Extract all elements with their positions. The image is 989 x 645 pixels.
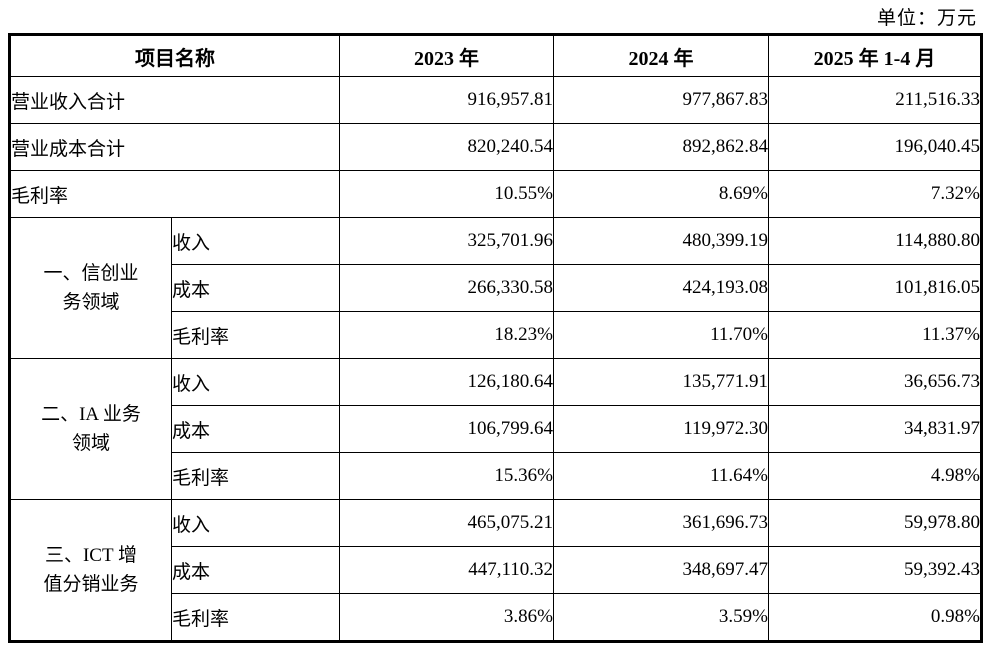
col-header-2023: 2023 年 [339,34,554,77]
table-row-group3-margin: 毛利率 3.86% 3.59% 0.98% [10,593,982,642]
cell-2024: 119,972.30 [553,405,769,453]
table-row-group3-revenue: 三、ICT 增 值分销业务 收入 465,075.21 361,696.73 5… [9,499,982,642]
cell-2024: 8.69% [553,170,769,218]
row-label: 毛利率 [171,593,340,642]
group-label-xinchuang: 一、信创业 务领域 [9,217,172,359]
table-row-group1-revenue: 一、信创业 务领域 收入 325,701.96 480,399.19 114,8… [9,217,982,359]
cell-2024: 348,697.47 [553,546,769,594]
cell-2023: 266,330.58 [339,264,554,312]
cell-2025: 4.98% [768,452,982,500]
cell-2023: 106,799.64 [339,405,554,453]
cell-2023: 325,701.96 [339,217,554,265]
row-label: 成本 [171,264,340,312]
cell-2024: 424,193.08 [553,264,769,312]
cell-2024: 480,399.19 [553,217,769,265]
table-row-total-cost: 营业成本合计 820,240.54 892,862.84 196,040.45 [9,123,982,171]
cell-2025: 0.98% [768,593,982,642]
cell-2025: 101,816.05 [768,264,982,312]
cell-2024: 11.70% [553,311,769,359]
table-row-group1-cost: 成本 266,330.58 424,193.08 101,816.05 [10,264,982,312]
cell-2025: 59,978.80 [768,499,982,547]
cell-2024: 892,862.84 [553,123,769,171]
cell-2025: 196,040.45 [768,123,982,171]
cell-2025: 11.37% [768,311,982,359]
table-row-group2-cost: 成本 106,799.64 119,972.30 34,831.97 [10,405,982,453]
group-label-ia: 二、IA 业务 领域 [9,358,172,500]
cell-2023: 916,957.81 [339,76,554,124]
table-row-group1-margin: 毛利率 18.23% 11.70% 11.37% [10,311,982,359]
row-label: 毛利率 [171,311,340,359]
cell-2023: 18.23% [339,311,554,359]
row-label: 营业成本合计 [9,123,340,171]
row-label: 毛利率 [9,170,340,218]
row-label: 收入 [171,358,340,406]
cell-2025: 59,392.43 [768,546,982,594]
table-row-group2-margin: 毛利率 15.36% 11.64% 4.98% [10,452,982,500]
cell-2023: 15.36% [339,452,554,500]
col-header-2025: 2025 年 1-4 月 [768,34,982,77]
cell-2025: 114,880.80 [768,217,982,265]
cell-2024: 135,771.91 [553,358,769,406]
col-header-item: 项目名称 [9,34,340,77]
cell-2025: 7.32% [768,170,982,218]
cell-2023: 447,110.32 [339,546,554,594]
col-header-2024: 2024 年 [553,34,769,77]
group-label-ict: 三、ICT 增 值分销业务 [9,499,172,642]
cell-2023: 126,180.64 [339,358,554,406]
row-label: 毛利率 [171,452,340,500]
row-label: 收入 [171,499,340,547]
cell-2024: 3.59% [553,593,769,642]
cell-2025: 36,656.73 [768,358,982,406]
cell-2023: 10.55% [339,170,554,218]
row-label: 收入 [171,217,340,265]
table-row-total-revenue: 营业收入合计 916,957.81 977,867.83 211,516.33 [9,76,982,124]
cell-2025: 211,516.33 [768,76,982,124]
table-row-gross-margin: 毛利率 10.55% 8.69% 7.32% [9,170,982,218]
row-label: 成本 [171,405,340,453]
header-row: 项目名称 2023 年 2024 年 2025 年 1-4 月 [9,34,982,77]
table-row-group3-cost: 成本 447,110.32 348,697.47 59,392.43 [10,546,982,594]
cell-2023: 465,075.21 [339,499,554,547]
row-label: 营业收入合计 [9,76,340,124]
unit-label: 单位：万元 [876,8,977,29]
financial-breakdown-table: 项目名称 2023 年 2024 年 2025 年 1-4 月 营业收入合计 9… [8,33,983,643]
cell-2024: 11.64% [553,452,769,500]
row-label: 成本 [171,546,340,594]
table-row-group2-revenue: 二、IA 业务 领域 收入 126,180.64 135,771.91 36,6… [9,358,982,500]
cell-2024: 977,867.83 [553,76,769,124]
cell-2025: 34,831.97 [768,405,982,453]
cell-2023: 820,240.54 [339,123,554,171]
cell-2024: 361,696.73 [553,499,769,547]
cell-2023: 3.86% [339,593,554,642]
